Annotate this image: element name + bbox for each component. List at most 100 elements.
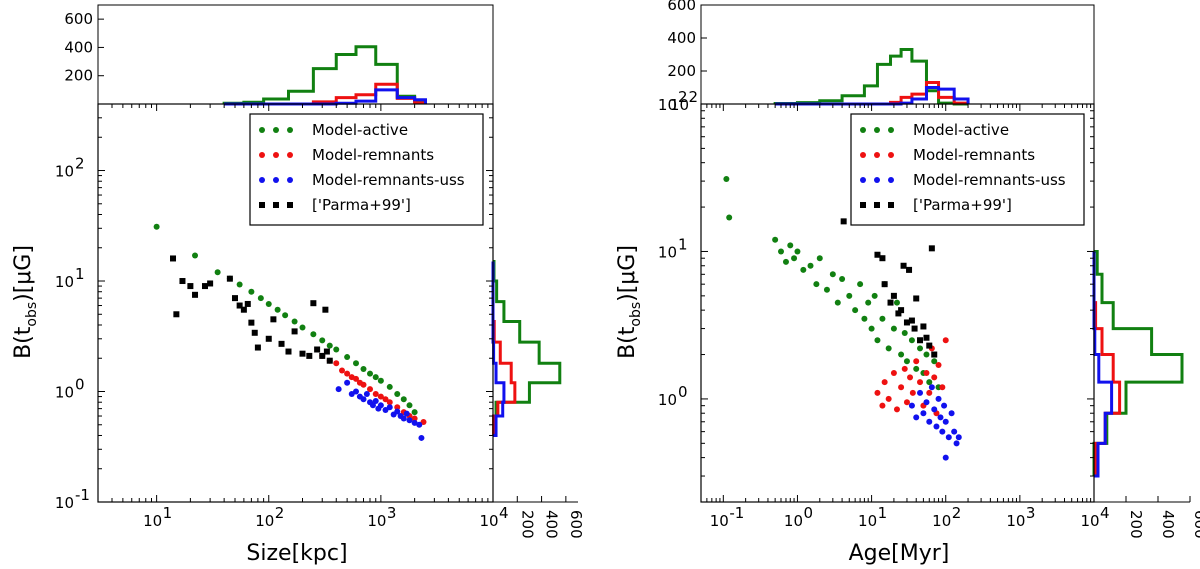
left-parma-point xyxy=(254,344,261,351)
right-model-active-point xyxy=(871,292,878,299)
left-legend-marker xyxy=(259,177,265,183)
right-right-hist-xtick-label: 600 xyxy=(1191,510,1200,539)
right-y-axis-label: B(tobs)[μG] xyxy=(615,245,644,359)
right-model-remnants-uss-point xyxy=(951,428,958,435)
left-x-axis-label: Size[kpc] xyxy=(246,541,347,566)
left-parma-point xyxy=(314,346,321,353)
right-model-active-point xyxy=(782,258,789,265)
right-parma-point xyxy=(895,310,902,317)
left-parma-point xyxy=(299,350,306,357)
right-model-remnants-uss-point xyxy=(941,402,948,409)
left-model-remnants-uss-point xyxy=(360,396,367,403)
right-ytick-label: 10 xyxy=(658,96,677,114)
left-model-active-point xyxy=(377,377,384,384)
right-model-active-point xyxy=(813,281,820,288)
right-model-remnants-uss-point xyxy=(931,406,938,413)
right-parma-point xyxy=(898,307,905,314)
right-model-remnants-uss-point xyxy=(926,418,933,425)
right-parma-point xyxy=(906,266,913,273)
right-model-active-point xyxy=(890,325,897,332)
left-legend-marker xyxy=(287,177,293,183)
right-model-remnants-point xyxy=(935,361,942,368)
left-parma-point xyxy=(170,255,177,262)
right-top-hist-bottom-label-exp: 2 xyxy=(688,88,698,106)
left-legend-label: Model-remnants-uss xyxy=(312,171,465,189)
left-model-active-point xyxy=(411,409,418,416)
left-parma-point xyxy=(231,295,238,302)
left-xtick-label: 10 xyxy=(479,512,498,530)
left-legend-label: Model-remnants xyxy=(312,146,434,164)
left-parma-point xyxy=(201,283,208,290)
right-model-active-point xyxy=(874,337,881,344)
left-model-active-point xyxy=(214,269,221,276)
right-model-active-point xyxy=(846,292,853,299)
right-parma-point xyxy=(881,281,888,288)
left-model-active-point xyxy=(386,383,393,390)
left-model-active-point xyxy=(394,390,401,397)
right-model-remnants-point xyxy=(898,384,905,391)
left-ytick-label: 10 xyxy=(55,163,74,181)
left-parma-point xyxy=(310,300,317,307)
right-model-remnants-uss-point xyxy=(908,402,915,409)
left-model-active-point xyxy=(372,374,379,381)
right-right-histogram-data xyxy=(1092,249,1184,478)
right-parma-point xyxy=(911,325,918,332)
left-right-hist-xtick-label: 600 xyxy=(567,510,585,539)
right-model-active-point xyxy=(857,281,864,288)
left-legend-marker xyxy=(273,127,279,133)
left-legend-marker xyxy=(273,202,279,208)
left-model-active-point xyxy=(291,318,298,325)
right-legend-marker xyxy=(888,177,894,183)
right-legend-marker xyxy=(874,177,880,183)
right-model-active-point xyxy=(879,315,886,322)
right-model-active-point xyxy=(816,255,823,262)
right-parma-point xyxy=(931,351,938,358)
right-model-active-point xyxy=(829,271,836,278)
left-parma-point xyxy=(285,348,292,355)
left-ytick-label-exp: -1 xyxy=(75,486,90,504)
right-top-hist-frame xyxy=(700,4,1095,105)
left-parma-point xyxy=(278,340,285,347)
right-parma-point xyxy=(917,337,924,344)
left-scatter-data xyxy=(153,223,427,441)
right-model-active-point xyxy=(800,266,807,273)
left-right-hist-model-active xyxy=(492,260,562,437)
right-model-remnants-point xyxy=(907,374,914,381)
left-xtick-label-exp: 1 xyxy=(163,504,173,522)
right-top-hist-ytick-label: 200 xyxy=(667,62,696,80)
right-model-remnants-uss-point xyxy=(945,434,952,441)
right-model-active-point xyxy=(868,325,875,332)
right-parma-point xyxy=(840,218,847,225)
left-model-active-point xyxy=(367,370,374,377)
right-model-active-point xyxy=(726,214,733,221)
left-model-active-point xyxy=(248,288,255,295)
left-model-remnants-uss-point xyxy=(394,408,401,415)
left-model-remnants-uss-point xyxy=(386,404,393,411)
right-legend-marker xyxy=(860,152,866,158)
right-model-remnants-point xyxy=(903,399,910,406)
left-model-remnants-point xyxy=(338,367,345,374)
right-parma-point xyxy=(908,317,915,324)
right-ytick-label-exp: 1 xyxy=(678,235,688,253)
right-model-active-point xyxy=(839,276,846,283)
left-model-active-point xyxy=(153,223,160,230)
left-model-remnants-uss-point xyxy=(418,434,425,441)
left-model-remnants-point xyxy=(394,404,401,411)
right-parma-point xyxy=(923,334,930,341)
right-legend: Model-active Model-remnants Model-remnants… xyxy=(850,113,1085,226)
left-model-remnants-uss-point xyxy=(416,421,423,428)
right-model-active-point xyxy=(903,358,910,365)
right-xtick-label-exp: 0 xyxy=(803,504,813,522)
left-model-active-point xyxy=(326,342,333,349)
right-parma-point xyxy=(913,295,920,302)
right-model-remnants-point xyxy=(890,369,897,376)
right-model-remnants-point xyxy=(909,389,916,396)
left-top-hist-model-active xyxy=(222,45,427,105)
left-parma-point xyxy=(226,275,233,282)
right-model-remnants-point xyxy=(885,395,892,402)
left-model-remnants-uss-point xyxy=(377,402,384,409)
left-parma-point xyxy=(179,278,186,285)
left-model-active-point xyxy=(282,312,289,319)
right-model-remnants-uss-point xyxy=(942,418,949,425)
